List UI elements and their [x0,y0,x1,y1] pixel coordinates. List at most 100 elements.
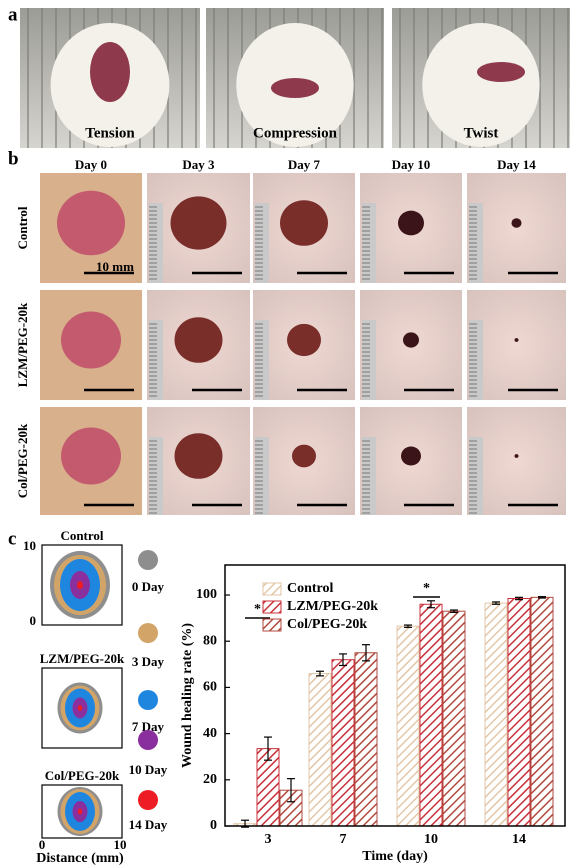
trace-title: LZM/PEG-20k [40,651,125,666]
ruler [362,437,376,515]
y-tick-label: 20 [203,772,217,787]
day-header: Day 7 [288,157,321,172]
bar [419,603,443,827]
error-bar [362,644,370,662]
legend-dot [138,790,158,810]
y-tick-label: 80 [203,633,217,648]
trace-y-tick: 10 [23,538,36,553]
wound [280,200,328,246]
wound [477,62,525,82]
x-axis-label: Time (day) [362,849,428,864]
wound [514,454,519,458]
day-header: Day 14 [497,157,536,172]
panel-label: a [8,4,18,25]
error-bar [450,609,458,613]
rat [422,23,540,147]
trace-title: Col/PEG-20k [45,768,120,783]
error-bar [492,601,500,605]
plot-frame [224,564,566,827]
legend-label: Col/PEG-20k [287,617,367,632]
wound [174,317,223,363]
y-tick-label: 0 [210,818,217,833]
error-bar [264,736,272,761]
trace-title: Control [60,528,103,543]
y-tick-label: 40 [203,726,217,741]
x-tick-label: 3 [265,832,272,847]
sig-star: * [423,581,430,596]
legend-label: 14 Day [129,817,168,832]
wound [292,444,316,468]
trace-x-tick: 0 [39,837,46,852]
wound [271,78,319,98]
wound [287,323,321,357]
day-header: Day 0 [75,157,107,172]
x-tick-label: 7 [340,832,347,847]
error-bar [404,624,412,628]
photo-caption: Tension [85,125,135,141]
legend-swatch [262,600,282,614]
legend-label: 3 Day [132,654,165,669]
wound [61,427,121,485]
bar [507,597,531,827]
legend-dot [138,550,158,570]
y-axis-label: Wound healing rate (%) [180,623,195,768]
error-bar [515,596,523,601]
day-header: Day 3 [182,157,215,172]
y-tick-label: 60 [203,680,217,695]
row-label: LZM/PEG-20k [15,302,30,387]
ruler [149,437,163,515]
x-tick-label: 14 [512,832,526,847]
ruler [469,437,483,515]
wound [57,190,125,256]
legend-label: 7 Day [132,719,165,734]
wound [514,338,519,342]
error-bar [538,596,546,599]
legend-swatch [262,582,282,596]
legend-dot [138,623,158,643]
legend-swatch [262,618,282,632]
photo [467,173,566,283]
trace-shape [77,581,83,589]
bar [308,673,332,827]
trace-x-label: Distance (mm) [36,851,124,866]
trace-shape [77,705,83,711]
trace-shape [77,808,83,815]
trace-x-tick: 10 [114,837,127,852]
wound [61,311,121,369]
wound [401,446,421,466]
legend-label: Control [287,581,334,596]
x-tick-label: 10 [424,832,438,847]
wound [403,332,419,348]
bar [530,596,554,827]
legend-dot [138,730,158,750]
sig-star: * [254,602,261,617]
error-bar [427,600,435,609]
error-bar [316,670,324,677]
legend-label: LZM/PEG-20k [287,599,378,614]
wound [398,210,424,236]
legend-label: 0 Day [132,579,165,594]
photo-caption: Compression [253,125,338,141]
trace-y-tick: 0 [30,613,37,628]
bar [442,610,466,827]
row-label: Col/PEG-20k [15,423,30,498]
bar [396,625,420,827]
legend-label: 10 Day [129,762,168,777]
row-label: Control [15,206,30,249]
day-header: Day 10 [392,157,431,172]
photo [467,407,566,515]
wound [90,42,130,102]
bar [331,659,355,827]
y-tick-label: 100 [196,587,217,602]
wound [511,218,522,228]
error-bar [287,778,295,803]
wound [170,196,227,250]
scale-label: 10 mm [96,259,134,274]
error-bar [339,653,347,667]
photo [467,290,566,400]
photo-caption: Twist [464,125,499,141]
legend-dot [138,690,158,710]
ruler [255,437,269,515]
bar [354,652,378,827]
